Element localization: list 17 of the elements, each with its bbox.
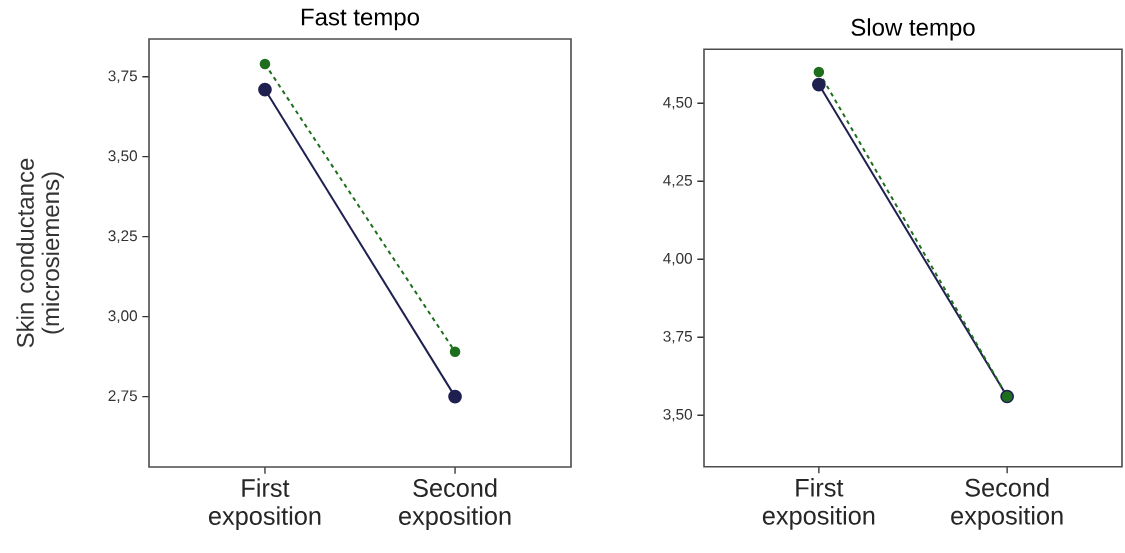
y-tick-label: 3,00 (108, 310, 138, 323)
y-tick-label: 4,00 (663, 252, 693, 266)
y-tick-label: 3,75 (108, 70, 137, 84)
y-tick-label: 3,50 (108, 150, 138, 164)
y-tick-label: 3,25 (108, 230, 137, 244)
y-tick-label: 4,50 (663, 96, 693, 110)
y-axis-title: Skin conductance (microsiemens) (16, 158, 64, 348)
x-tick-label: Second exposition (951, 478, 1063, 530)
y-tick-label: 4,25 (663, 174, 692, 188)
chart-title: Fast tempo (301, 8, 419, 31)
chart-title: Slow tempo (851, 18, 975, 41)
y-tick-label: 2,75 (108, 390, 137, 403)
y-tick-label: 3,50 (663, 408, 693, 422)
x-tick-label: First exposition (762, 478, 875, 530)
x-tick-label: Second exposition (399, 478, 511, 530)
y-tick-label: 3,75 (663, 330, 692, 344)
x-tick-label: First exposition (208, 478, 321, 530)
